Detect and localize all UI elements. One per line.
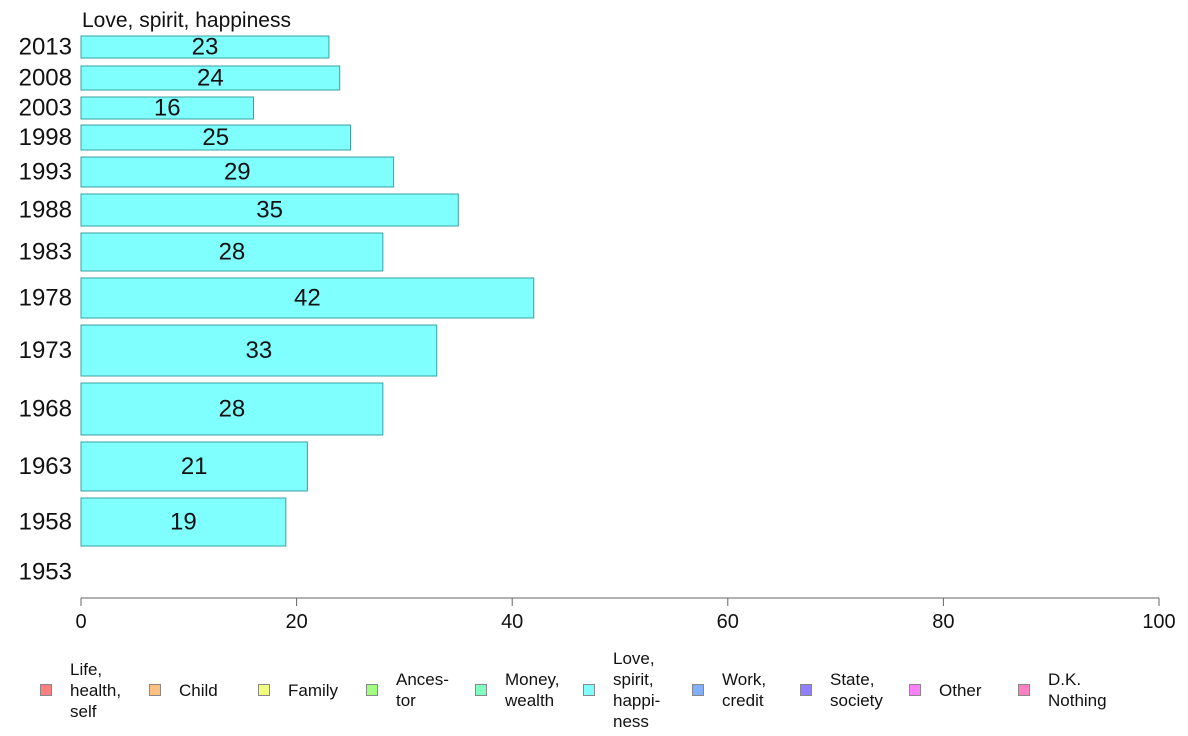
bar-value-label: 21 <box>181 453 208 480</box>
bar <box>80 232 384 272</box>
bar-value-label: 35 <box>256 197 283 224</box>
bar <box>80 65 341 91</box>
legend-label: Money, wealth <box>505 670 560 710</box>
bar <box>80 324 438 377</box>
legend-swatch <box>692 684 704 696</box>
chart-title: Love, spirit, happiness <box>82 9 291 32</box>
bar <box>80 96 254 120</box>
year-label: 1978 <box>19 285 72 312</box>
bar <box>80 277 535 319</box>
bar-value-label: 19 <box>170 509 197 536</box>
bar <box>80 35 330 59</box>
legend-swatch <box>40 684 52 696</box>
legend-label: Other <box>939 680 982 700</box>
legend-label: Family <box>288 680 339 700</box>
legend-label: D.K. Nothing <box>1048 670 1107 710</box>
legend-swatch <box>1018 684 1030 696</box>
bar-value-label: 28 <box>219 396 246 423</box>
x-tick-label: 20 <box>285 611 307 633</box>
bar-value-label: 33 <box>246 337 273 364</box>
year-label: 1958 <box>19 509 72 536</box>
bar <box>80 497 287 547</box>
legend: Life, health, self Child Family Ances-tor Mone… <box>0 644 1188 736</box>
bar-value-label: 23 <box>192 34 219 61</box>
x-tick-label: 60 <box>717 611 739 633</box>
legend-label: Life, health, self <box>70 659 122 721</box>
year-label: 1973 <box>19 337 72 364</box>
legend-swatch <box>149 684 161 696</box>
year-label: 1968 <box>19 396 72 423</box>
legend-label: Love, spirit, happi-ness <box>613 649 661 731</box>
bar-value-label: 28 <box>219 239 246 266</box>
x-tick-label: 40 <box>501 611 523 633</box>
year-label: 1963 <box>19 453 72 480</box>
year-label: 1953 <box>19 559 72 586</box>
legend-swatch <box>475 684 487 696</box>
bar <box>80 193 459 227</box>
legend-swatch <box>583 684 595 696</box>
year-label: 2013 <box>19 34 72 61</box>
year-label: 1988 <box>19 197 72 224</box>
bar <box>80 124 351 151</box>
year-label: 2008 <box>19 65 72 92</box>
bar-value-label: 29 <box>224 159 251 186</box>
year-label: 1993 <box>19 159 72 186</box>
legend-label: Child <box>179 680 218 700</box>
legend-swatch <box>366 684 378 696</box>
bar-value-label: 42 <box>294 285 321 312</box>
year-label: 2003 <box>19 95 72 122</box>
x-tick-label: 0 <box>75 611 86 633</box>
bar <box>80 156 395 188</box>
legend-swatch <box>800 684 812 696</box>
legend-label: State, society <box>830 670 883 710</box>
x-tick-label: 80 <box>932 611 954 633</box>
legend-swatch <box>258 684 270 696</box>
bar <box>80 382 384 436</box>
x-axis: 0 20 40 60 80 100 <box>75 597 1176 633</box>
legend-swatch <box>909 684 921 696</box>
legend-label: Ances-tor <box>396 670 449 710</box>
legend-label: Work, credit <box>722 670 767 710</box>
bar <box>80 441 308 492</box>
year-label: 1983 <box>19 239 72 266</box>
x-tick-label: 100 <box>1142 611 1175 633</box>
bar-value-label: 25 <box>202 124 229 151</box>
bar-value-label: 16 <box>154 95 181 122</box>
bar-value-label: 24 <box>197 65 224 92</box>
year-label: 1998 <box>19 124 72 151</box>
